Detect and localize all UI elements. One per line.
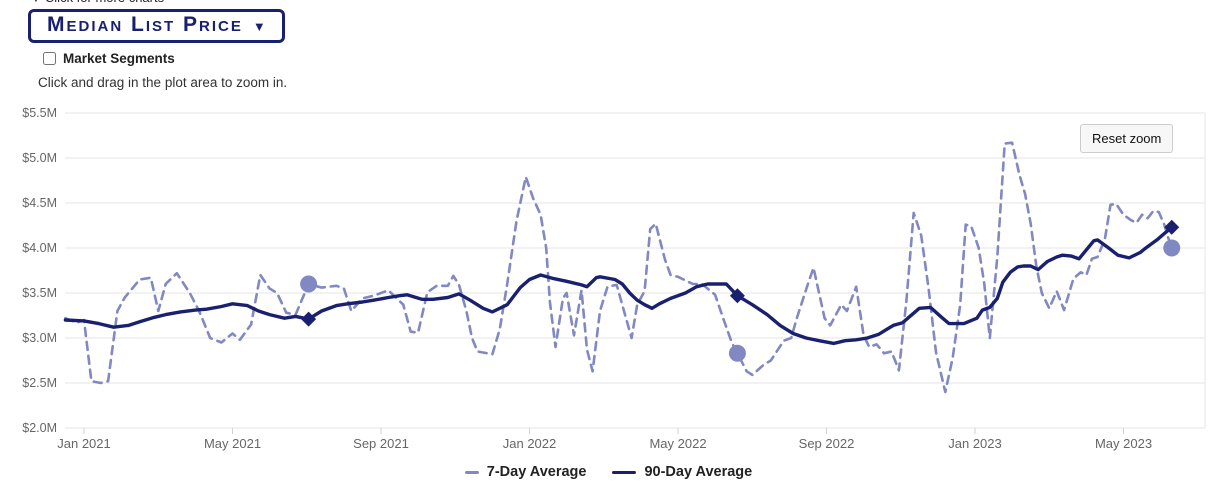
seven-day-swatch-icon [464,470,479,474]
zoom-hint-text: Click and drag in the plot area to zoom … [38,75,288,90]
chevron-down-icon: ▼ [31,0,41,5]
plot-area[interactable] [65,113,1205,428]
ninety-day-average-line [63,225,1174,346]
y-axis-label: $2.5M [22,376,57,390]
x-axis-label: Jan 2022 [503,436,557,451]
more-charts-link[interactable]: ▼ Click for more charts [31,0,164,5]
chart-selector-dropdown[interactable]: Median List Price ▼ [28,9,285,43]
chart-legend: 7-Day Average 90-Day Average [0,464,1217,480]
legend-item-7-day[interactable]: 7-Day Average [464,464,587,480]
market-segments-toggle[interactable]: Market Segments [43,51,175,66]
marker-diamond [1164,219,1180,235]
price-chart: $5.5M $5.0M $4.5M $4.0M $3.5M $3.0M $2.5M $2.0M… [22,106,1206,451]
y-axis-label: $3.0M [22,331,57,345]
legend-label: 7-Day Average [486,464,587,480]
x-axis-label: Sep 2022 [799,436,855,451]
x-axis-label: Jan 2023 [948,436,1002,451]
legend-item-90-day[interactable]: 90-Day Average [612,464,752,480]
marker-circle [300,275,318,293]
y-axis-label: $5.0M [22,151,57,165]
marker-circle [728,344,746,362]
marker-diamond [301,311,317,327]
y-axis-label: $2.0M [22,421,57,435]
market-segments-checkbox[interactable] [43,52,56,65]
x-axis-label: Jan 2021 [57,436,111,451]
seven-day-average-line [64,141,1174,394]
legend-label: 90-Day Average [644,464,753,480]
chevron-down-icon: ▼ [252,18,266,34]
reset-zoom-button[interactable]: Reset zoom [1080,124,1174,153]
y-axis-label: $3.5M [22,286,57,300]
x-axis-label: Sep 2021 [353,436,409,451]
market-segments-label: Market Segments [63,51,175,66]
y-axis-label: $4.0M [22,241,57,255]
ninety-day-swatch-icon [612,470,637,474]
more-charts-label: Click for more charts [45,0,164,5]
y-axis-label: $4.5M [22,196,57,210]
marker-circle [1163,239,1181,257]
marker-diamond [729,288,745,304]
chart-selector-label: Median List Price [47,13,243,36]
x-axis-label: May 2022 [649,436,706,451]
y-axis-label: $5.5M [22,106,57,120]
x-axis-label: May 2023 [1095,436,1152,451]
x-axis-label: May 2021 [204,436,261,451]
